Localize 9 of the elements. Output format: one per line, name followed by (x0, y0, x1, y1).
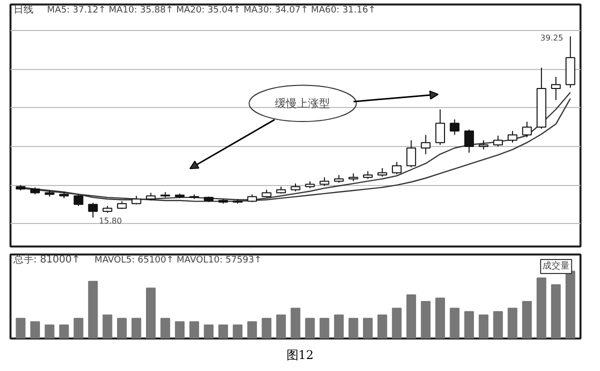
chart-title: 总手: 81000↑ (12, 254, 80, 266)
caption: 图12 (286, 347, 314, 364)
chart-title: 日线 (13, 4, 34, 16)
annotation: 缓慢上涨型 (275, 96, 330, 110)
chart-subtitle: MA5: 37.12↑ MA10: 35.88↑ MA20: 35.04↑ MA30: 34.07↑ MA60: 31.16↑ (47, 6, 376, 16)
annotation: 15.80 (98, 216, 122, 226)
annotation: 39.25 (540, 33, 564, 42)
chart-subtitle: MAVOL5: 65100↑ MAVOL10: 57593↑ (94, 256, 262, 266)
annotation: 成交量 (542, 260, 570, 272)
